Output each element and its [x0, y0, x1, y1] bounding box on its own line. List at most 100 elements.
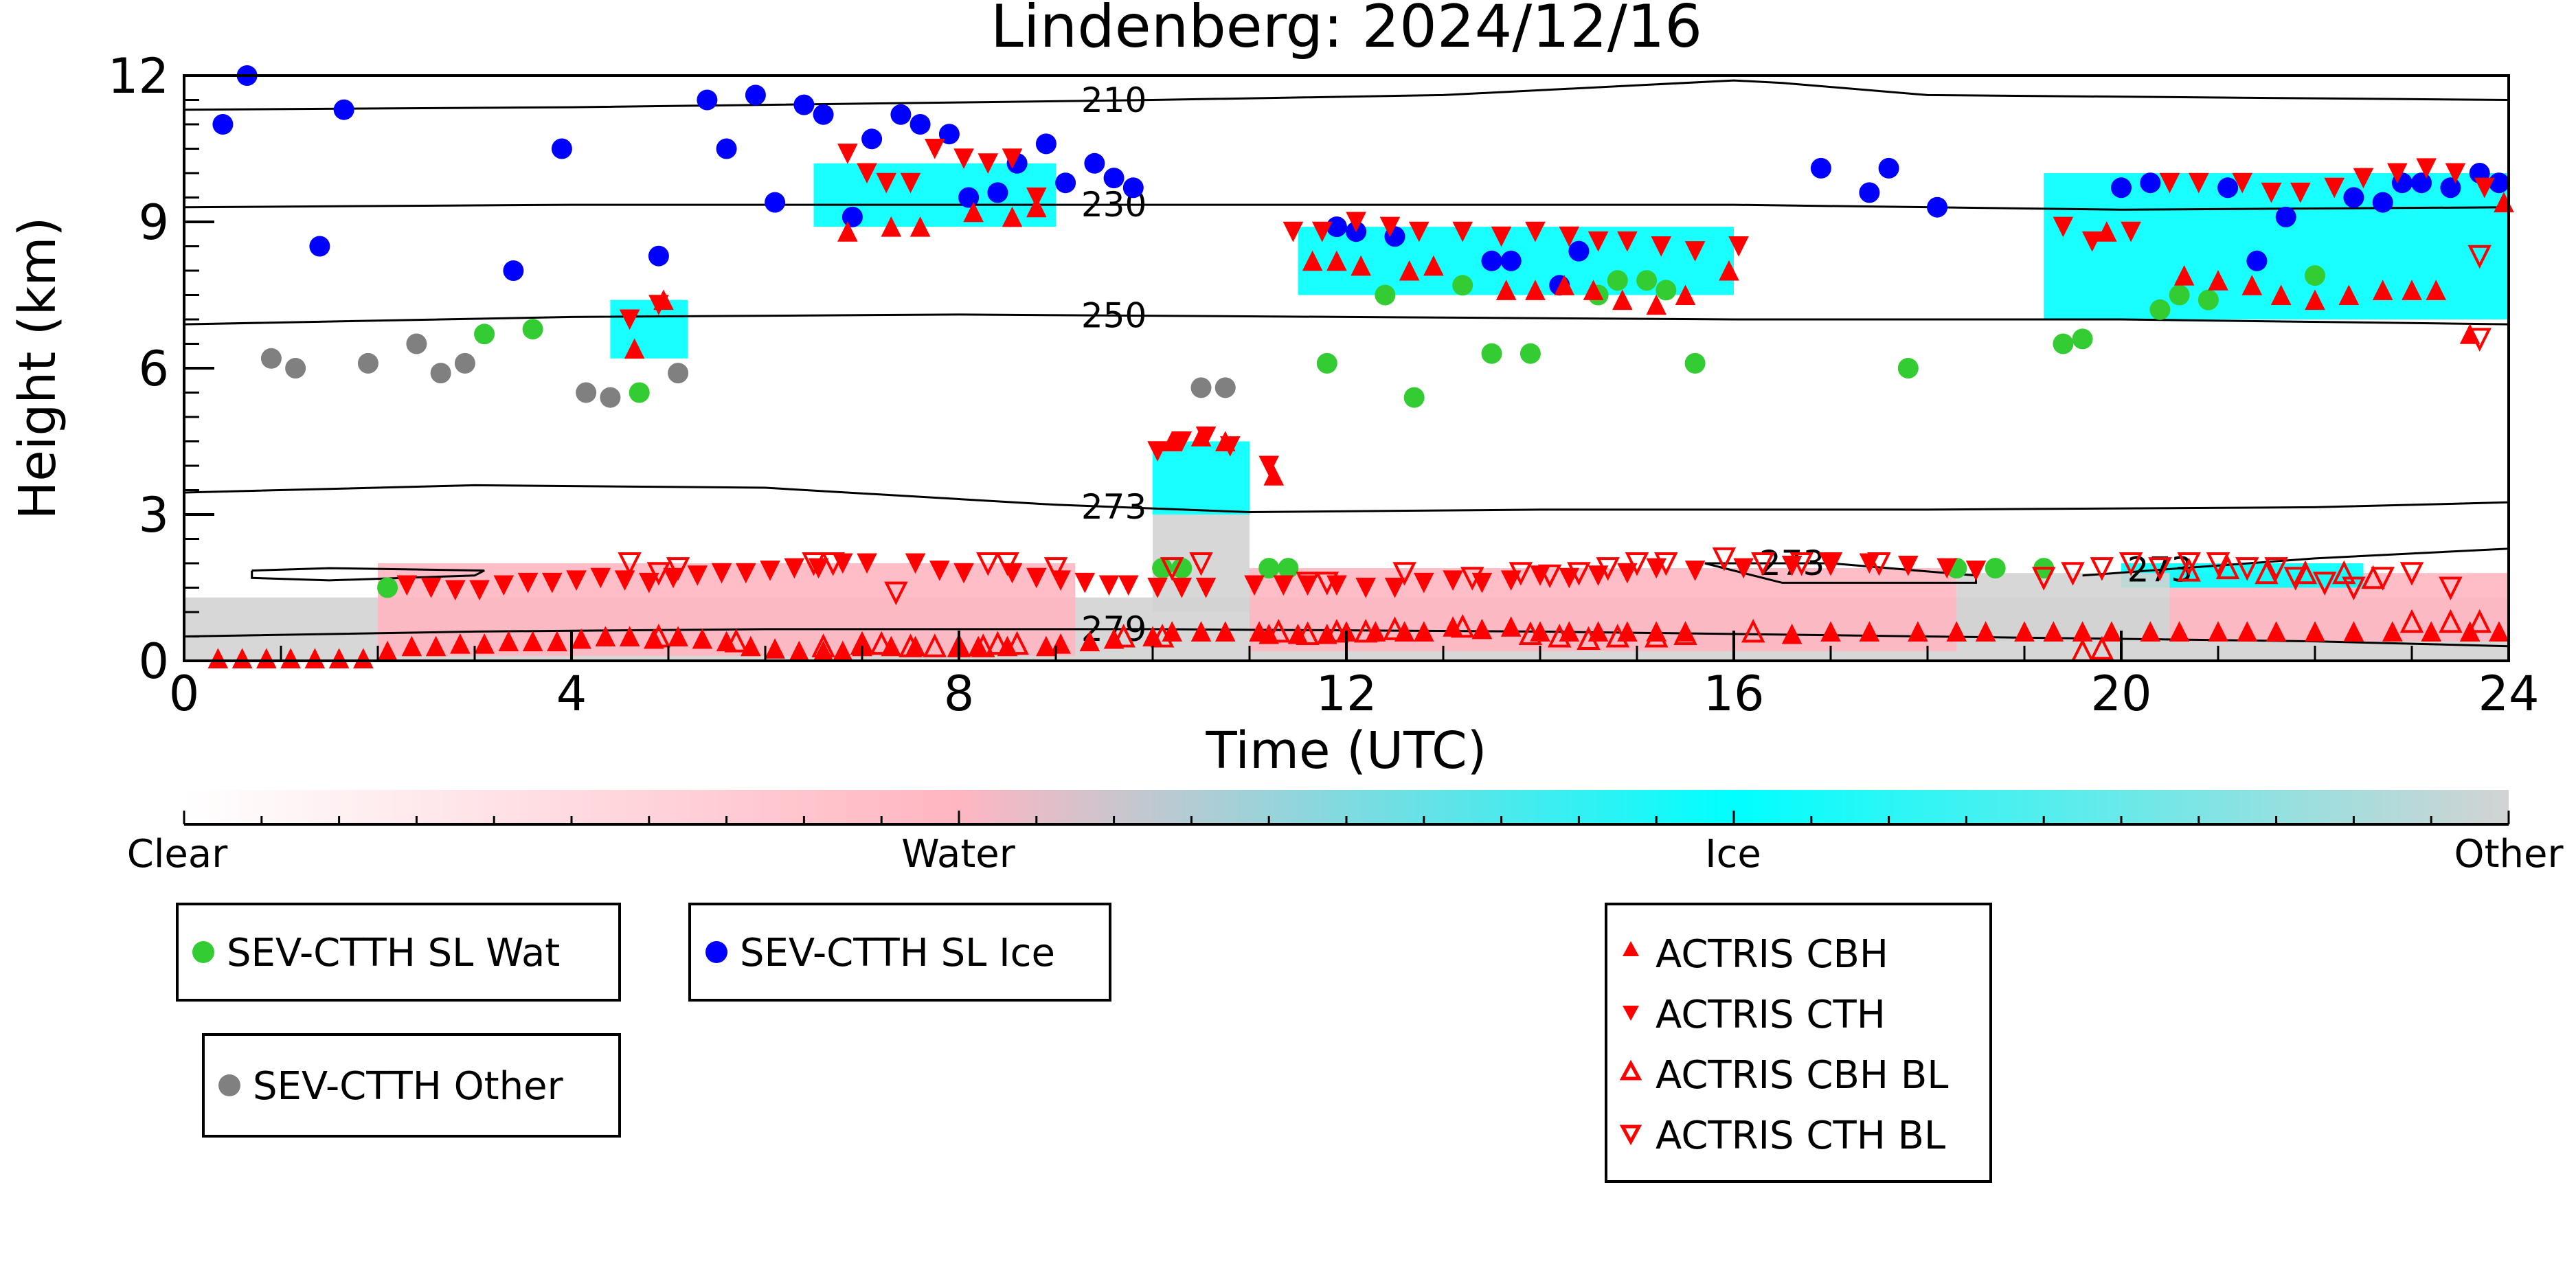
marker-sev-ctth-sl-ice-43	[2372, 192, 2393, 213]
marker-actris-cbh-23	[765, 638, 785, 659]
marker-actris-cbh-81	[837, 221, 858, 242]
marker-sev-ctth-other-9	[1190, 377, 1212, 398]
marker-sev-ctth-sl-wat-27	[2197, 289, 2219, 310]
marker-sev-ctth-sl-ice-18	[958, 187, 980, 208]
marker-sev-ctth-sl-ice-15	[890, 104, 912, 125]
marker-actris-cbh-11	[474, 633, 495, 654]
marker-actris-cth-21	[929, 561, 950, 581]
marker-actris-cbh-19	[668, 626, 688, 646]
marker-actris-cbh-51	[1500, 616, 1522, 637]
marker-sev-ctth-sl-ice-6	[648, 245, 669, 267]
contour-label-6: 273	[2127, 550, 2193, 589]
marker-sev-ctth-sl-ice-41	[2275, 206, 2296, 227]
marker-actris-cth-bl-38	[2371, 567, 2395, 591]
marker-actris-cth-8	[590, 567, 611, 589]
marker-actris-cth-bl-16	[1537, 564, 1562, 589]
marker-actris-cth-20	[905, 553, 926, 574]
y-tick-label-3: 9	[138, 194, 169, 251]
marker-actris-cbh-bl-30	[2255, 560, 2279, 585]
marker-sev-ctth-other-7	[600, 387, 621, 408]
marker-actris-cth-bl-35	[2283, 567, 2308, 591]
marker-sev-ctth-sl-ice-38	[2140, 172, 2161, 194]
marker-actris-cth-bl-6	[976, 552, 1000, 576]
marker-actris-cbh-108	[2270, 284, 2292, 305]
x-axis-label: Time (UTC)	[1205, 721, 1487, 780]
x-tick-label-2: 8	[944, 666, 975, 722]
marker-actris-cth-58	[857, 163, 877, 184]
marker-actris-cth-26	[1074, 572, 1096, 594]
marker-actris-cth-14	[735, 563, 756, 584]
marker-sev-ctth-sl-wat-19	[1897, 358, 1919, 379]
contour-line-2	[184, 313, 2509, 326]
marker-actris-cth-bl-9	[1160, 557, 1184, 581]
marker-actris-cth-bl-5	[884, 581, 908, 606]
marker-actris-cth-76	[1452, 221, 1473, 242]
marker-actris-cbh-103	[1719, 260, 1739, 281]
legend-sev-ice: SEV-CTTH SL Ice	[688, 903, 1111, 1002]
marker-actris-cth-52	[1897, 556, 1919, 576]
marker-actris-cbh-112	[2402, 280, 2422, 300]
marker-actris-cth-15	[760, 561, 780, 581]
colorbar-ticks	[183, 811, 2510, 824]
marker-actris-cth-3	[469, 580, 490, 601]
marker-actris-cth-bl-27	[2061, 562, 2085, 586]
marker-actris-cth-96	[2416, 158, 2437, 179]
marker-actris-cbh-4	[304, 648, 326, 668]
legend-marker-sev-wat	[192, 941, 214, 963]
legend-label-actris-cth-bl: ACTRIS CTH BL	[1656, 1114, 1945, 1158]
marker-actris-cbh-bl-10	[1005, 631, 1029, 655]
marker-sev-ctth-sl-ice-7	[697, 89, 718, 111]
marker-actris-cbh-96	[1495, 280, 1517, 300]
marker-actris-cbh-110	[2338, 284, 2360, 305]
marker-sev-ctth-sl-ice-39	[2217, 177, 2239, 199]
marker-sev-ctth-sl-wat-17	[1656, 280, 1677, 301]
marker-sev-ctth-sl-wat-21	[1985, 558, 2006, 579]
marker-sev-ctth-sl-ice-13	[841, 206, 863, 227]
marker-actris-cbh-bl-22	[1605, 624, 1630, 648]
marker-actris-cbh-bl-21	[1577, 626, 1601, 651]
marker-sev-ctth-sl-wat-15	[1607, 270, 1628, 291]
marker-sev-ctth-sl-ice-2	[309, 236, 330, 257]
marker-actris-cbh-bl-27	[2090, 635, 2114, 660]
marker-actris-cbh-bl-35	[2439, 609, 2463, 633]
marker-actris-cth-bl-12	[1315, 572, 1340, 596]
marker-actris-cbh-16	[595, 626, 616, 646]
marker-sev-ctth-sl-wat-16	[1636, 270, 1658, 291]
marker-sev-ctth-sl-ice-14	[861, 128, 883, 150]
marker-sev-ctth-sl-wat-23	[2053, 333, 2074, 354]
marker-actris-cbh-70	[2208, 621, 2228, 642]
marker-actris-cbh-bl-0	[646, 624, 671, 648]
marker-actris-cth-bl-41	[2467, 328, 2492, 352]
marker-actris-cth-59	[876, 172, 897, 194]
marker-actris-cth-36	[1355, 578, 1377, 598]
marker-actris-cth-bl-31	[2177, 552, 2201, 576]
marker-actris-cbh-85	[1002, 206, 1023, 227]
marker-sev-ctth-other-10	[1214, 377, 1236, 398]
marker-actris-cth-84	[1728, 236, 1749, 257]
marker-sev-ctth-sl-ice-48	[2488, 172, 2509, 194]
marker-actris-cbh-bl-20	[1547, 624, 1572, 648]
marker-actris-cbh-9	[425, 635, 447, 657]
legend-marker-actris-cth-bl	[1619, 1125, 1642, 1146]
marker-sev-ctth-sl-ice-46	[2440, 177, 2461, 199]
marker-actris-cth-82	[1651, 236, 1672, 257]
marker-actris-cbh-bl-28	[2177, 558, 2201, 582]
marker-sev-ctth-sl-wat-2	[522, 319, 543, 340]
marker-sev-ctth-sl-ice-5	[551, 138, 572, 159]
contour-line-6	[2082, 547, 2509, 577]
contour-line-3	[184, 484, 2509, 514]
x-tick-label-6: 24	[2478, 666, 2539, 722]
marker-sev-ctth-sl-wat-9	[1375, 284, 1396, 306]
marker-sev-ctth-sl-ice-29	[1481, 250, 1502, 271]
marker-actris-cth-24	[1026, 567, 1047, 589]
marker-actris-cth-91	[2261, 182, 2282, 203]
marker-actris-cth-30	[1171, 578, 1193, 598]
marker-sev-ctth-sl-wat-0	[377, 577, 398, 598]
marker-actris-cbh-111	[2372, 280, 2393, 300]
marker-actris-cbh-bl-29	[2215, 555, 2240, 580]
marker-actris-cbh-65	[2043, 621, 2064, 642]
marker-actris-cth-bl-30	[2148, 557, 2172, 581]
marker-actris-cbh-35	[1079, 631, 1100, 652]
marker-actris-cth-bl-14	[1460, 567, 1484, 591]
marker-actris-cth-bl-23	[1789, 552, 1814, 576]
